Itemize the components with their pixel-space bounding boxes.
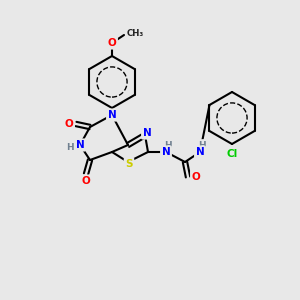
Text: H: H [164,142,172,151]
Text: N: N [108,110,116,120]
Text: S: S [125,159,133,169]
Text: H: H [198,140,206,149]
Text: N: N [142,128,152,138]
Text: O: O [192,172,200,182]
Text: H: H [66,142,74,152]
Text: O: O [82,176,90,186]
Text: O: O [64,119,74,129]
Text: CH₃: CH₃ [127,29,144,38]
Text: N: N [196,147,204,157]
Text: O: O [108,38,116,48]
Text: Cl: Cl [226,149,238,159]
Text: N: N [162,147,170,157]
Text: N: N [76,140,84,150]
